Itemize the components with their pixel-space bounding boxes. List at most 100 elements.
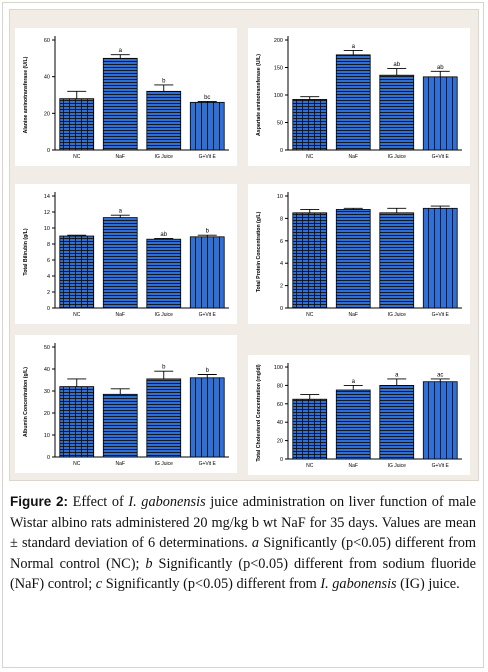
chart-total-cholesterol: 0 20 40 60 80 100 Total Cholesterol Concentrat… xyxy=(248,355,470,475)
caption-marker-a: a xyxy=(251,535,260,552)
y-axis-label: Albumin Concentration (g/L) xyxy=(23,367,29,437)
significance-marker: ac xyxy=(437,372,443,378)
y-tick-label: 14 xyxy=(44,194,50,200)
significance-marker: a xyxy=(395,372,399,378)
significance-marker: b xyxy=(162,78,166,84)
y-tick-label: 30 xyxy=(44,389,50,395)
bar-nc xyxy=(292,212,328,309)
significance-marker: a xyxy=(119,209,123,215)
y-tick-label: 2 xyxy=(47,290,50,296)
caption-text: Effect of xyxy=(68,494,129,510)
y-tick-label: 60 xyxy=(44,38,50,44)
x-tick-label: NaF xyxy=(116,154,125,160)
caption-marker-c: c xyxy=(95,576,103,593)
caption-species: I. gabonensis xyxy=(320,576,397,593)
y-tick-label: 40 xyxy=(44,367,50,373)
significance-marker: b xyxy=(206,229,210,235)
y-tick-label: 100 xyxy=(274,93,283,99)
bar-g-vit-e xyxy=(189,101,225,151)
x-tick-label: NaF xyxy=(116,461,125,467)
bar-naf xyxy=(335,209,371,309)
caption-species: I. gabonensis xyxy=(128,494,206,510)
x-tick-label: NC xyxy=(306,463,314,469)
y-tick-label: 2 xyxy=(280,284,283,290)
bar-naf xyxy=(335,389,371,460)
x-tick-label: NaF xyxy=(349,154,358,160)
bar-g-vit-e xyxy=(422,381,458,460)
x-tick-label: NC xyxy=(306,312,314,318)
x-tick-label: IG Juice xyxy=(155,154,174,160)
significance-marker: b xyxy=(206,368,210,374)
y-tick-label: 6 xyxy=(47,258,50,264)
y-tick-label: 60 xyxy=(277,402,283,408)
y-tick-label: 0 xyxy=(280,457,283,463)
bar-nc xyxy=(292,398,328,460)
y-tick-label: 80 xyxy=(277,383,283,389)
y-tick-label: 20 xyxy=(44,111,50,117)
y-tick-label: 8 xyxy=(47,242,50,248)
y-tick-label: 0 xyxy=(280,306,283,312)
y-axis-label: Alanine aminotransferase (U/L) xyxy=(23,56,29,133)
figure-caption: Figure 2: Effect of I. gabonensis juice … xyxy=(10,492,476,595)
significance-marker: b xyxy=(162,365,166,371)
y-tick-label: 150 xyxy=(274,66,283,72)
bar-g-vit-e xyxy=(422,207,458,309)
y-tick-label: 200 xyxy=(274,38,283,44)
y-tick-label: 40 xyxy=(44,75,50,81)
y-tick-label: 40 xyxy=(277,420,283,426)
y-tick-label: 0 xyxy=(47,306,50,312)
caption-text: juice administration on liver function o… xyxy=(10,494,476,552)
significance-marker: a xyxy=(352,379,356,385)
significance-marker: bc xyxy=(204,95,210,101)
x-tick-label: IG Juice xyxy=(388,463,407,469)
significance-marker: a xyxy=(352,44,356,50)
bar-nc xyxy=(59,235,95,309)
x-tick-label: NC xyxy=(306,154,314,160)
chart-total-protein: 0 2 4 6 8 10 Total Protein Concentration (g/L)… xyxy=(248,184,470,324)
chart-alanine-aminotransferase: 0 20 40 60 Alanine aminotransferase (U/L) NC a… xyxy=(15,28,237,166)
x-tick-label: IG Juice xyxy=(388,154,407,160)
x-tick-label: NC xyxy=(73,312,81,318)
bar-nc xyxy=(292,99,328,151)
bar-g-vit-e xyxy=(189,236,225,309)
bar-ig-juice xyxy=(379,212,415,309)
bar-naf xyxy=(102,57,138,151)
bar-g-vit-e xyxy=(189,377,225,458)
caption-text: (IG) juice. xyxy=(396,576,460,593)
x-tick-label: G+Vit E xyxy=(199,154,217,160)
y-tick-label: 4 xyxy=(280,261,283,267)
y-tick-label: 8 xyxy=(280,216,283,222)
bar-naf xyxy=(102,217,138,309)
y-axis-label: Total Bilirubin (g/L) xyxy=(23,228,29,275)
caption-text: Significantly (p<0.05) different from No… xyxy=(10,535,476,572)
y-axis-label: Total Cholesterol Concentration (mg/dl) xyxy=(256,364,262,462)
y-tick-label: 0 xyxy=(47,148,50,154)
significance-marker: ab xyxy=(393,62,400,68)
significance-marker: ab xyxy=(437,65,444,71)
x-tick-label: NC xyxy=(73,154,81,160)
y-tick-label: 20 xyxy=(277,439,283,445)
y-tick-label: 50 xyxy=(44,345,50,351)
x-tick-label: NaF xyxy=(116,312,125,318)
bar-ig-juice xyxy=(146,378,182,458)
x-tick-label: NC xyxy=(73,461,81,467)
x-tick-label: IG Juice xyxy=(388,312,407,318)
x-tick-label: G+Vit E xyxy=(432,312,450,318)
caption-text: Significantly (p<0.05) different from xyxy=(102,576,321,593)
x-tick-label: NaF xyxy=(349,463,358,469)
y-tick-label: 10 xyxy=(277,194,283,200)
y-tick-label: 12 xyxy=(44,210,50,216)
bar-ig-juice xyxy=(146,90,182,151)
significance-marker: ab xyxy=(160,232,167,238)
bar-naf xyxy=(102,393,138,458)
chart-total-bilirubin: 0 2 4 6 8 10 12 14 Total Bilirubin (g/L) NC a NaF ab… xyxy=(15,184,237,324)
caption-text: Significantly (p<0.05) different from so… xyxy=(10,555,476,593)
bar-ig-juice xyxy=(146,238,182,309)
bar-naf xyxy=(335,54,371,151)
bar-g-vit-e xyxy=(422,76,458,151)
y-tick-label: 20 xyxy=(44,411,50,417)
x-tick-label: NaF xyxy=(349,312,358,318)
y-tick-label: 100 xyxy=(274,365,283,371)
y-tick-label: 10 xyxy=(44,226,50,232)
bar-ig-juice xyxy=(379,384,415,460)
